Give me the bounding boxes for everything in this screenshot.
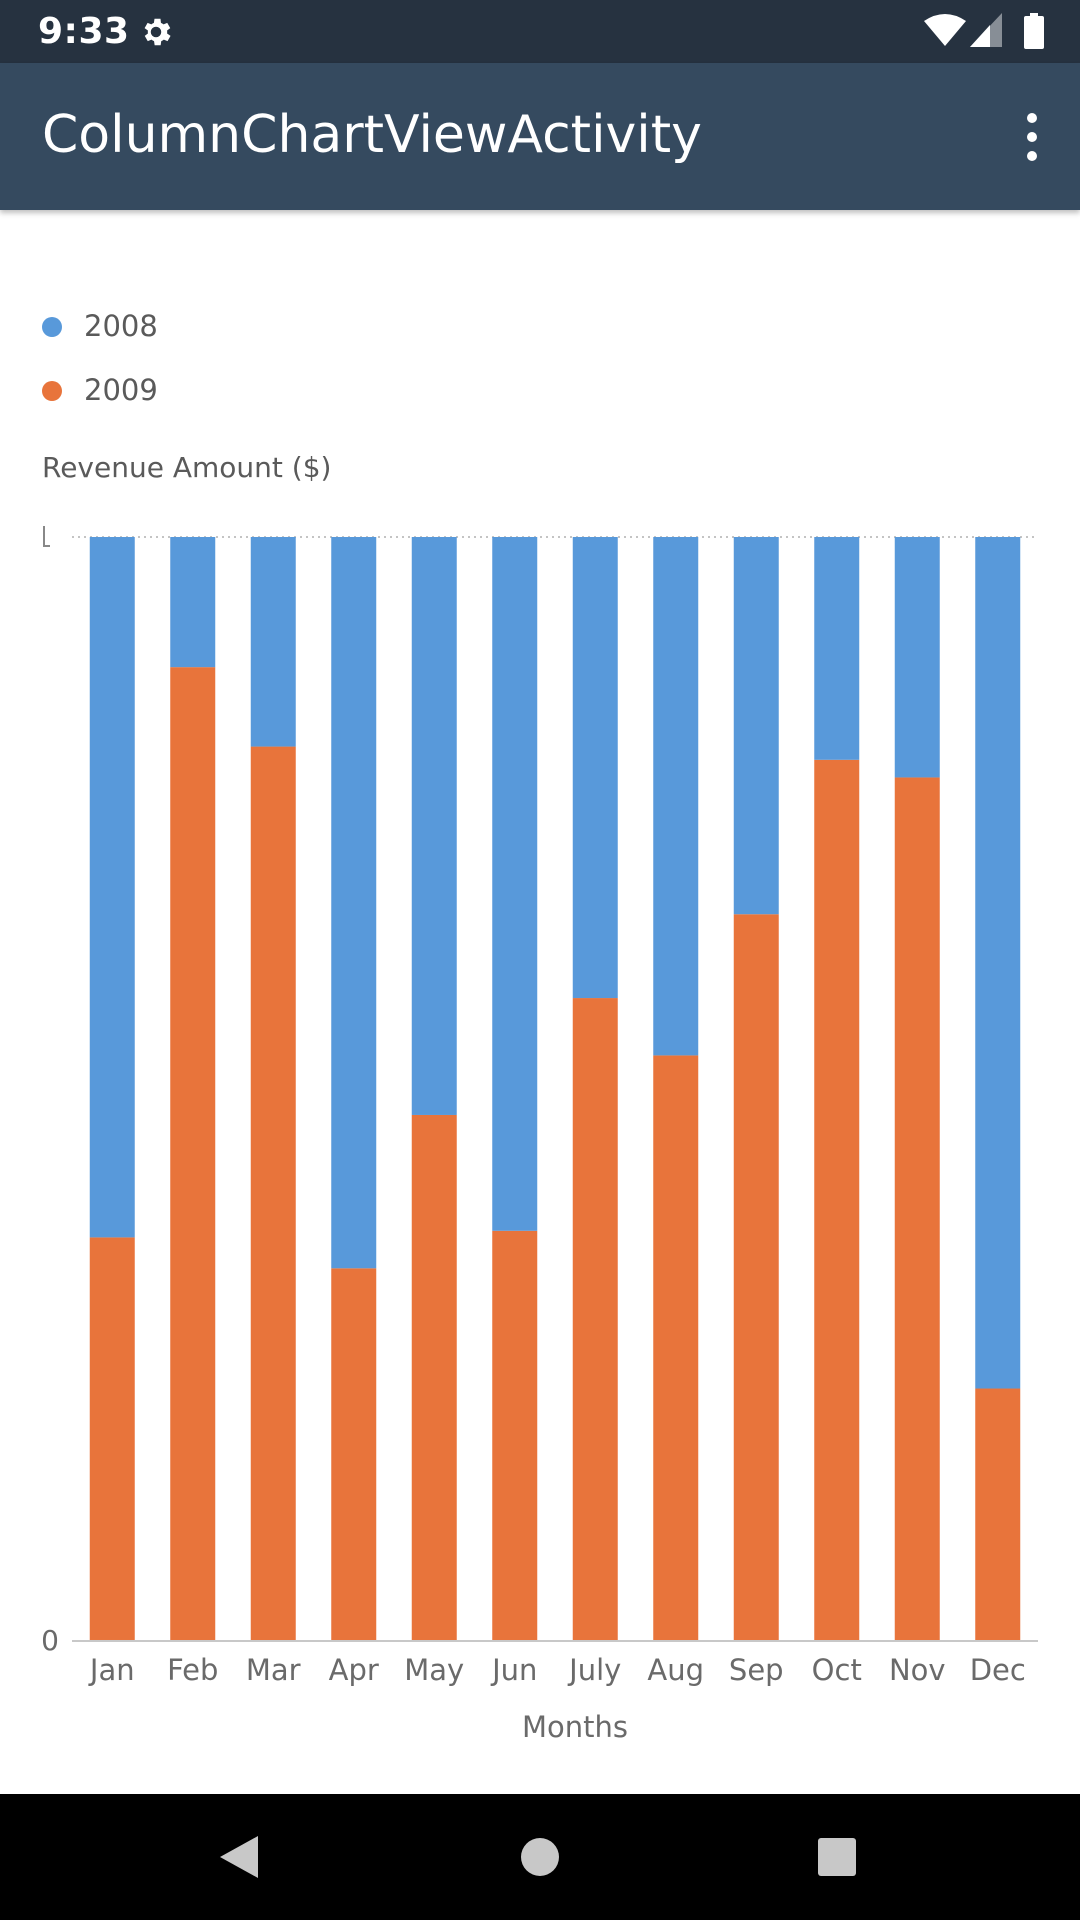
bar-2008-dec xyxy=(975,537,1021,1389)
recents-square-icon[interactable] xyxy=(804,1824,870,1890)
bar-2009-nov xyxy=(894,777,940,1640)
bar-2009-apr xyxy=(331,1268,377,1640)
bar-2008-apr xyxy=(331,537,377,1269)
bar-2009-jun xyxy=(492,1230,538,1640)
page-title: ColumnChartViewActivity xyxy=(42,105,702,165)
bar-2008-may xyxy=(411,537,457,1115)
x-tick-label: Sep xyxy=(729,1653,784,1687)
bar-2008-july xyxy=(572,537,618,999)
back-triangle-icon[interactable] xyxy=(204,1824,270,1890)
y-axis-title: Revenue Amount ($) xyxy=(42,451,332,484)
bar-2009-july xyxy=(572,998,618,1640)
cell-signal-icon xyxy=(970,13,1002,47)
legend-swatch xyxy=(42,381,62,401)
status-bar: 9:33 xyxy=(0,0,1080,63)
x-tick-label: Nov xyxy=(889,1653,946,1687)
bar-2008-aug xyxy=(653,537,699,1056)
bar-2009-aug xyxy=(653,1055,699,1640)
x-tick-label: Apr xyxy=(329,1653,379,1687)
bar-2008-oct xyxy=(814,537,860,760)
bar-2008-nov xyxy=(894,537,940,778)
x-tick-label: Dec xyxy=(970,1653,1026,1687)
x-tick-label: Mar xyxy=(246,1653,301,1687)
battery-icon xyxy=(1024,13,1044,49)
wifi-icon xyxy=(924,14,966,46)
bar-2009-jan xyxy=(89,1237,135,1640)
bar-2008-sep xyxy=(733,537,779,915)
legend-label: 2009 xyxy=(84,373,158,407)
x-tick-label: Jun xyxy=(490,1653,537,1687)
bar-2009-may xyxy=(411,1114,457,1640)
x-tick-label: Jan xyxy=(88,1653,135,1687)
x-tick-label: Oct xyxy=(812,1653,862,1687)
bar-2009-feb xyxy=(170,667,216,1640)
legend-swatch xyxy=(42,317,62,337)
more-vert-icon[interactable] xyxy=(1002,103,1062,171)
bar-2008-mar xyxy=(250,537,296,747)
navigation-bar xyxy=(0,1794,1080,1920)
bar-2009-oct xyxy=(814,759,860,1640)
bar-2008-jun xyxy=(492,537,538,1231)
y-axis-top-tick xyxy=(43,526,50,547)
bar-2009-sep xyxy=(733,914,779,1640)
y-tick-label: 0 xyxy=(41,1624,59,1657)
status-icons xyxy=(924,13,1044,49)
x-tick-label: May xyxy=(404,1653,464,1687)
legend-label: 2008 xyxy=(84,309,158,343)
bar-2008-jan xyxy=(89,537,135,1238)
home-circle-icon[interactable] xyxy=(507,1824,573,1890)
x-axis-title: Months xyxy=(522,1710,628,1744)
column-chart[interactable]: Jan Feb Mar Apr May Jun July Aug Sep Oct Nov Dec 0 Mo… xyxy=(0,0,1080,1780)
x-tick-label: Feb xyxy=(167,1653,218,1687)
app-bar: ColumnChartViewActivity xyxy=(0,63,1080,210)
bar-2009-dec xyxy=(975,1388,1021,1640)
bar-2008-feb xyxy=(170,537,216,668)
gear-icon xyxy=(144,18,171,46)
x-tick-label: Aug xyxy=(647,1653,704,1687)
bar-2009-mar xyxy=(250,746,296,1640)
status-time: 9:33 xyxy=(38,11,130,52)
x-tick-label: July xyxy=(567,1653,621,1687)
